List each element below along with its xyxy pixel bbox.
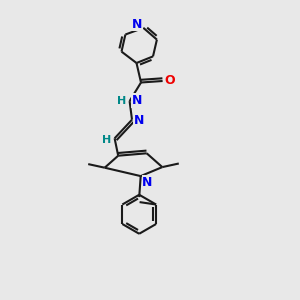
Text: N: N [132,18,142,31]
Text: H: H [103,135,112,145]
Text: H: H [117,95,126,106]
Text: O: O [164,74,175,88]
Text: N: N [142,176,153,189]
Text: N: N [131,94,142,107]
Text: N: N [134,114,144,127]
